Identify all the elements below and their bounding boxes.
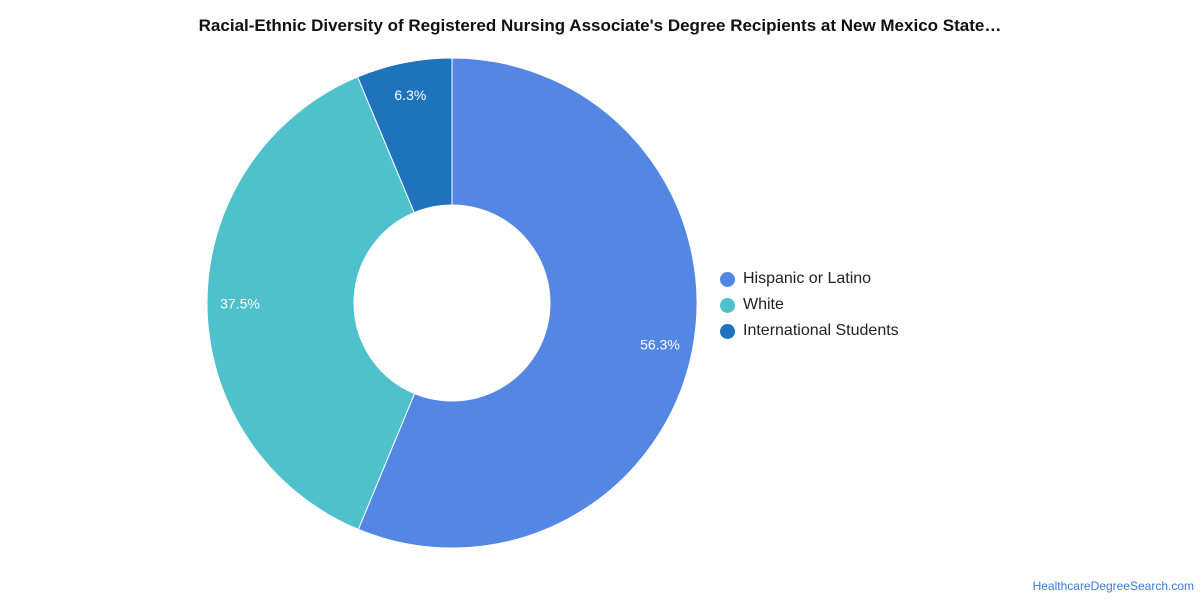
slice-hispanic-or-latino[interactable] bbox=[357, 57, 698, 549]
source-link[interactable]: HealthcareDegreeSearch.com bbox=[1032, 579, 1194, 593]
legend: Hispanic or Latino White International S… bbox=[720, 266, 899, 344]
chart-title: Racial-Ethnic Diversity of Registered Nu… bbox=[198, 16, 1002, 35]
legend-label: White bbox=[743, 296, 784, 313]
legend-label: International Students bbox=[743, 322, 899, 339]
slice-white[interactable] bbox=[206, 76, 416, 531]
legend-swatch bbox=[720, 271, 735, 287]
slice-international-students[interactable] bbox=[356, 57, 453, 214]
legend-label: Hispanic or Latino bbox=[743, 270, 872, 287]
legend-swatch bbox=[720, 297, 735, 313]
slice-value-label: 6.3% bbox=[394, 87, 426, 103]
slice-value-label: 56.3% bbox=[640, 336, 680, 352]
legend-item[interactable]: International Students bbox=[720, 318, 899, 344]
legend-item[interactable]: White bbox=[720, 292, 899, 318]
legend-swatch bbox=[720, 323, 735, 339]
legend-item[interactable]: Hispanic or Latino bbox=[720, 266, 899, 292]
slice-value-label: 37.5% bbox=[220, 295, 260, 311]
